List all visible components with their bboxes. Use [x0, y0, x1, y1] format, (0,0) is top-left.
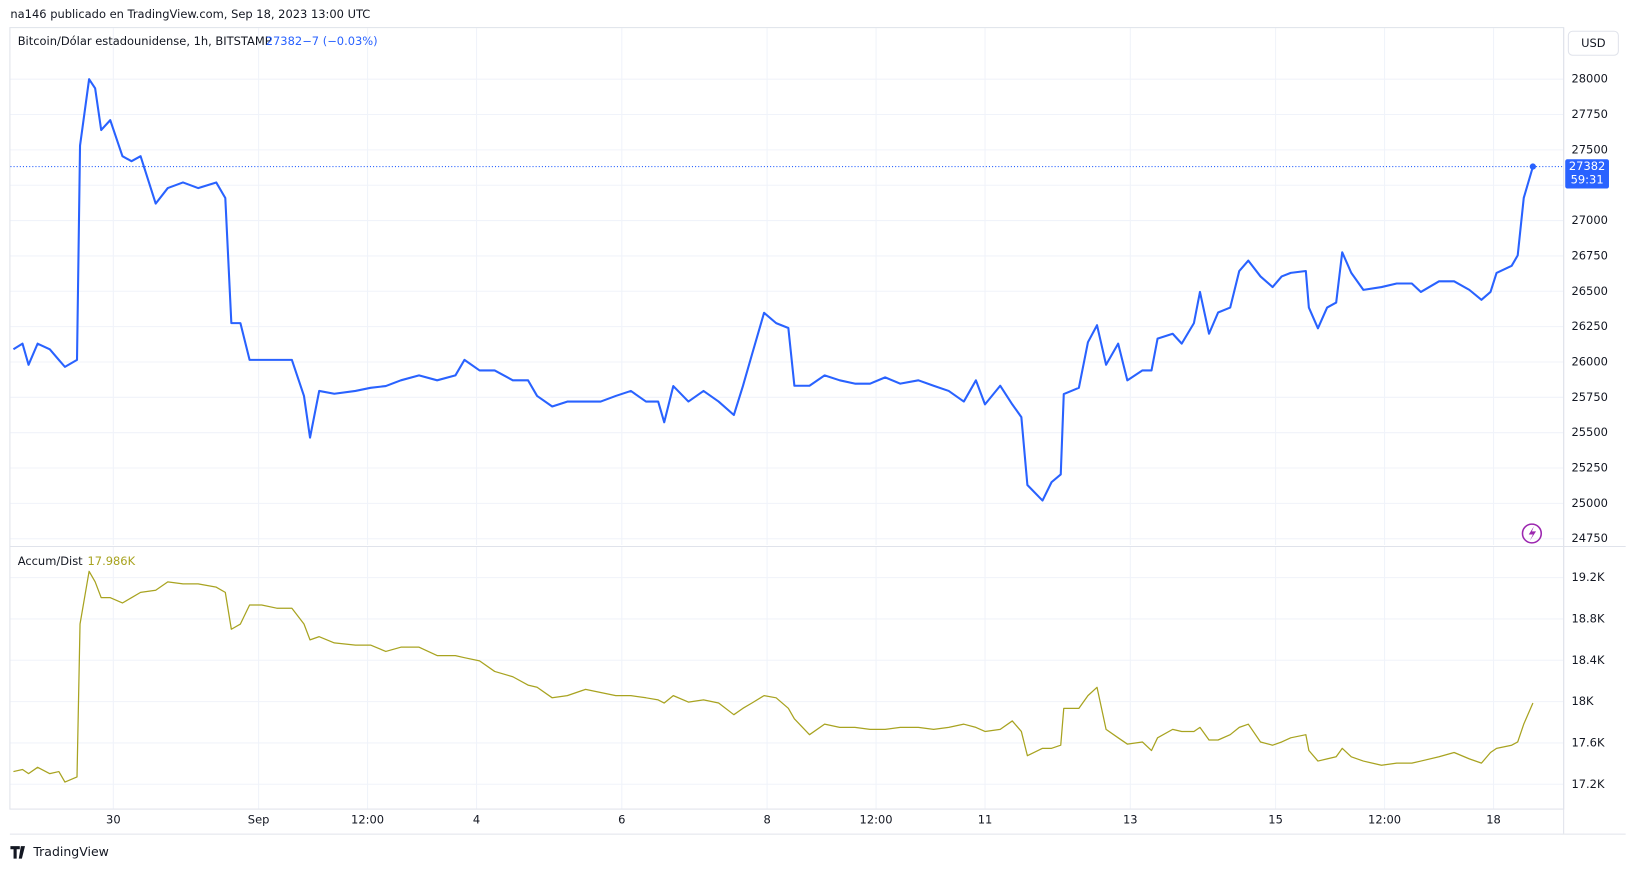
alert-icon[interactable]	[1521, 523, 1543, 544]
x-tick-label: 4	[473, 813, 480, 827]
y-tick-label: 18.8K	[1571, 611, 1605, 625]
x-tick-label: 15	[1268, 813, 1283, 827]
footer-brand: TradingView	[32, 844, 109, 859]
y-tick-label: 25500	[1571, 425, 1607, 439]
x-tick-label: 13	[1123, 813, 1138, 827]
x-tick-label: 30	[106, 813, 121, 827]
x-tick-label: 8	[763, 813, 770, 827]
y-tick-label: 18K	[1571, 694, 1594, 708]
y-tick-label: 17.6K	[1571, 735, 1605, 749]
y-tick-label: 25250	[1571, 461, 1607, 475]
x-tick-label: 12:00	[1368, 813, 1401, 827]
symbol-legend: Bitcoin/Dólar estadounidense, 1h, BITSTA…	[18, 34, 272, 48]
last-point	[1529, 163, 1536, 170]
y-tick-label: 26250	[1571, 319, 1607, 333]
x-tick-label: 12:00	[351, 813, 384, 827]
x-tick-label: 18	[1486, 813, 1501, 827]
price-change: −7 (−0.03%)	[302, 34, 377, 48]
series-line	[12, 78, 1534, 502]
indicator-value: 17.986K	[88, 554, 136, 568]
y-tick-label: 27750	[1571, 107, 1607, 121]
x-tick-label: 11	[978, 813, 993, 827]
currency-button[interactable]	[1567, 30, 1619, 56]
y-tick-label: 26000	[1571, 354, 1607, 368]
y-tick-label: 27500	[1571, 142, 1607, 156]
indicator-legend: Accum/Dist	[18, 554, 83, 568]
plot-frame	[9, 27, 1565, 810]
y-tick-label: 28000	[1571, 72, 1607, 86]
y-tick-label: 18.4K	[1571, 653, 1605, 667]
y-tick-label: 25000	[1571, 496, 1607, 510]
grid-layer	[10, 28, 1564, 809]
y-tick-label: 26750	[1571, 248, 1607, 262]
y-tick-label: 25750	[1571, 390, 1607, 404]
price-badge-countdown: 59:31	[1571, 173, 1604, 187]
y-tick-label: 24750	[1571, 531, 1607, 545]
price-badge-value: 27382	[1569, 159, 1605, 173]
price-badge	[1565, 159, 1609, 189]
x-tick-label: 12:00	[860, 813, 893, 827]
y-tick-label: 26500	[1571, 284, 1607, 298]
x-tick-label: 6	[618, 813, 625, 827]
logo-mark	[10, 846, 26, 859]
last-price: 27382	[266, 34, 302, 48]
series-line	[13, 570, 1534, 783]
y-tick-label: 17.2K	[1571, 777, 1605, 791]
x-tick-label: Sep	[248, 813, 270, 827]
y-tick-label: 27000	[1571, 213, 1607, 227]
y-tick-label: 19.2K	[1571, 570, 1605, 584]
publish-header: na146 publicado en TradingView.com, Sep …	[10, 7, 370, 21]
currency-label[interactable]: USD	[1581, 36, 1606, 50]
alert-bolt	[1528, 526, 1537, 541]
